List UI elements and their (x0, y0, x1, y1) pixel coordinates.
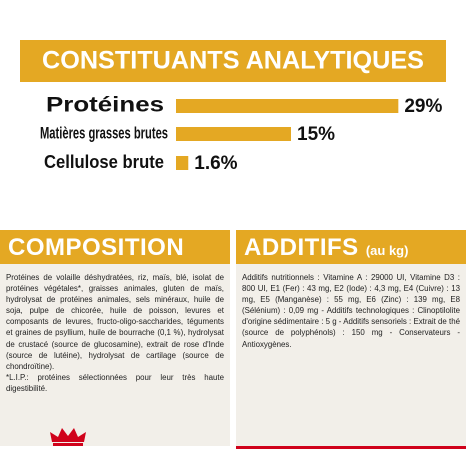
composition-note: *L.I.P.: protéines sélectionnées pour le… (6, 372, 224, 393)
composition-title: COMPOSITION (0, 230, 230, 264)
logo-base (53, 443, 83, 446)
category-label: Protéines (46, 94, 164, 117)
composition-body: Protéines de volaille déshydratées, riz,… (0, 264, 230, 394)
footer-stripe (236, 446, 466, 449)
logo-crown (50, 428, 86, 442)
value-label: 1.6% (194, 153, 237, 174)
composition-text: Protéines de volaille déshydratées, riz,… (6, 273, 224, 371)
value-label: 15% (297, 124, 335, 145)
additifs-body: Additifs nutritionnels : Vitamine A : 29… (236, 264, 466, 350)
bar (176, 127, 291, 141)
additifs-panel: ADDITIFS (au kg) Additifs nutritionnels … (236, 230, 466, 446)
logo (50, 428, 86, 446)
additifs-unit: (au kg) (365, 243, 409, 258)
title-banner (20, 40, 446, 82)
category-label: Cellulose brute (44, 152, 164, 172)
composition-panel: COMPOSITION Protéines de volaille déshyd… (0, 230, 230, 446)
chart: CONSTITUANTS ANALYTIQUES Protéines 29% Mat… (20, 40, 446, 174)
chart-title: CONSTITUANTS ANALYTIQUES (42, 47, 424, 75)
bar (176, 99, 399, 113)
additifs-title: ADDITIFS (244, 234, 359, 261)
footer (236, 446, 466, 449)
value-label: 29% (404, 96, 442, 117)
additifs-text: Additifs nutritionnels : Vitamine A : 29… (242, 273, 460, 349)
category-label: Matières grasses brutes (40, 123, 168, 142)
bar (176, 156, 189, 170)
additifs-head: ADDITIFS (au kg) (236, 230, 466, 264)
